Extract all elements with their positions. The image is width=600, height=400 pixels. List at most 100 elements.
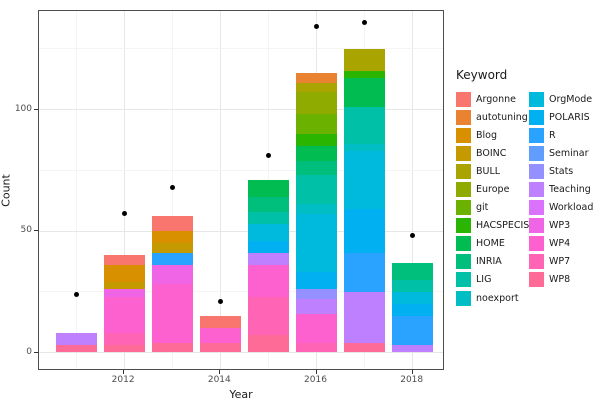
x-tick-label: 2012 [111,375,135,385]
bar-segment-2016-HOME [296,145,337,161]
bar-segment-2016-autotuning [296,73,337,83]
x-tick-label: 2016 [304,375,327,385]
legend-key-git [456,200,471,216]
grid-line-major-y [39,230,443,232]
chart-panel [38,10,444,370]
bar-segment-2017-HACSPECIS [344,70,386,78]
data-point-2014 [217,298,223,304]
legend-column-1: Argonne autotuning Blog BOINC BULL Europe git H… [456,90,529,307]
legend-column-2: OrgMode POLARIS R Seminar Stats Teaching Workl… [529,90,593,289]
bar-segment-2011-Teaching [55,333,97,346]
bar-segment-2017-WP8 [344,342,386,353]
bar-segment-2018-POLARIS [392,303,434,317]
legend-key-WP4 [529,236,544,252]
data-point-2016 [314,24,319,30]
bar-segment-2012-Argonne [103,255,145,266]
legend-key-INRIA [456,254,471,270]
bar-segment-2013-BOINC [151,243,193,253]
bar-segment-2015-WP7 [247,296,289,336]
legend-entry-WP4: WP4 [529,235,593,253]
legend-entry-autotuning: autotuning [456,108,529,126]
bar-segment-2018-R [392,316,434,346]
bar-segment-2017-noexport [344,143,386,151]
grid-line-major-x [123,11,125,369]
x-tick-mark [219,370,221,374]
legend-entry-LIG: LIG [456,271,529,289]
legend-entry-HACSPECIS: HACSPECIS [456,217,529,235]
legend-label-BULL: BULL [476,165,501,177]
legend-entry-Argonne: Argonne [456,90,529,108]
legend-key-noexport [456,290,471,306]
y-tick-mark [34,108,38,110]
legend-key-HACSPECIS [456,218,471,234]
bar-segment-2017-Teaching [344,291,386,343]
bar-segment-2012-Blog [103,265,145,283]
data-point-2017 [362,19,368,25]
legend-entry-INRIA: INRIA [456,253,529,271]
data-point-2011 [73,291,79,297]
grid-line-minor-y [39,48,443,50]
bar-segment-2017-HOME [344,77,386,108]
legend-entry-WP7: WP7 [529,253,593,271]
bar-segment-2015-HOME [247,179,289,197]
legend-label-Seminar: Seminar [549,147,589,159]
bar-segment-2016-LIG [296,175,337,205]
bar-segment-2016-Teaching [296,299,337,314]
bar-segment-2018-OrgMode [392,291,434,304]
legend-key-autotuning [456,109,471,125]
x-tick-mark [315,370,317,374]
grid-line-major-y [39,352,443,353]
data-point-2012 [121,211,127,217]
bar-segment-2014-WP4 [199,328,241,343]
legend-key-Stats [529,163,544,179]
grid-line-minor-y [39,291,443,293]
legend-entry-noexport: noexport [456,289,529,307]
legend-key-LIG [456,272,471,288]
bar-segment-2017-R [344,252,386,292]
bar-segment-2012-WP3 [103,289,145,297]
bar-segment-2015-Teaching [247,252,289,265]
bar-segment-2012-WP7 [103,333,145,346]
legend-label-OrgMode: OrgMode [549,93,593,105]
legend-entry-OrgMode: OrgMode [529,90,593,108]
bar-segment-2018-Teaching [392,345,434,353]
bar-segment-2016-HACSPECIS [296,133,337,146]
bar-segment-2016-POLARIS [296,272,337,290]
legend-label-BOINC: BOINC [476,147,507,159]
legend-entry-Workload: Workload [529,199,593,217]
bar-segment-2013-WP8 [151,342,193,353]
legend-entry-Teaching: Teaching [529,180,593,198]
data-point-2018 [410,233,416,239]
bar-segment-2017-BULL [344,48,386,71]
y-axis-title: Count [0,174,13,207]
y-tick-label: 50 [20,225,32,235]
bar-segment-2014-WP8 [199,342,241,353]
legend-entry-Seminar: Seminar [529,144,593,162]
legend-label-HOME: HOME [476,238,505,250]
bar-segment-2016-Stats [296,289,337,300]
legend-key-BULL [456,163,471,179]
y-tick-mark [34,230,38,231]
bar-segment-2015-WP8 [247,335,289,353]
y-tick-label: 0 [26,346,32,357]
x-tick-label: 2014 [207,375,231,385]
legend-label-WP3: WP3 [549,220,571,232]
bar-segment-2017-OrgMode [344,150,386,210]
bar-segment-2016-git [296,114,337,134]
data-point-2013 [169,184,175,190]
bar-segment-2016-OrgMode [296,213,337,273]
legend-label-Argonne: Argonne [476,93,516,105]
legend-label-WP8: WP8 [549,274,571,286]
legend-label-POLARIS: POLARIS [549,111,590,123]
legend-key-Blog [456,127,471,143]
bar-segment-2016-WP4 [296,313,337,343]
legend-label-HACSPECIS: HACSPECIS [476,220,530,232]
bar-segment-2012-BOINC [103,282,145,290]
legend-key-Argonne [456,91,471,107]
legend-entry-BULL: BULL [456,162,529,180]
legend-entry-Stats: Stats [529,162,593,180]
legend-key-Teaching [529,182,544,198]
bar-segment-2013-Blog [151,231,193,244]
bar-segment-2015-OrgMode [247,223,289,241]
